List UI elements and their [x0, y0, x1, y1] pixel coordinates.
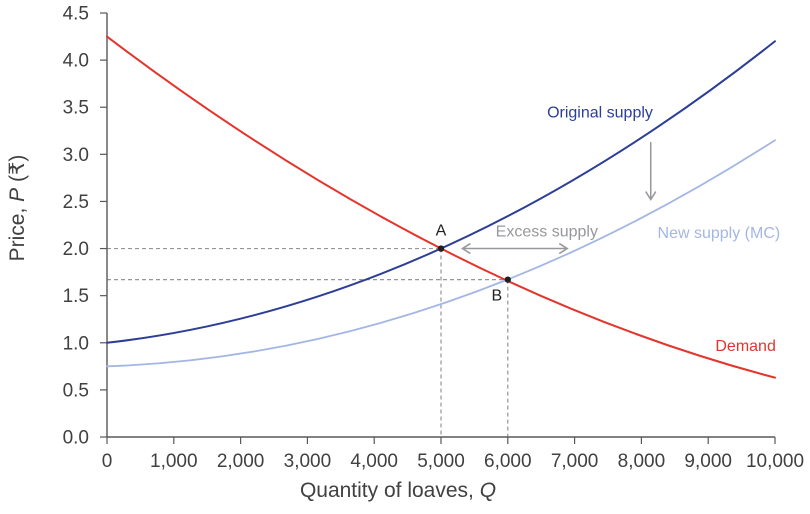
x-tick-label: 5,000: [417, 451, 465, 472]
x-tick-label: 8,000: [618, 451, 666, 472]
x-tick-label: 0: [102, 451, 113, 472]
y-tick-label: 3.5: [63, 98, 89, 119]
y-tick-label: 0.0: [63, 428, 89, 449]
excess-supply-left-arrowhead-icon: [460, 242, 471, 255]
x-tick-label: 7,000: [551, 451, 599, 472]
point-A: [437, 245, 445, 252]
y-tick-label: 4.0: [63, 51, 89, 72]
y-tick-label: 2.0: [63, 239, 89, 260]
new-supply-curve: [106, 139, 776, 368]
x-tick-label: 4,000: [350, 451, 398, 472]
x-tick-label: 3,000: [284, 451, 332, 472]
excess-supply-label: Excess supply: [496, 224, 598, 241]
demand-label: Demand: [715, 338, 775, 355]
x-tick-label: 2,000: [217, 451, 265, 472]
x-tick-label: 1,000: [150, 451, 198, 472]
y-axis-title: Price, P (₹): [6, 155, 29, 262]
annotations: Excess supply: [460, 142, 657, 255]
point-label-B: B: [491, 288, 502, 305]
x-tick-label: 10,000: [746, 451, 804, 472]
y-tick-label: 1.5: [63, 286, 89, 307]
guide-lines: [107, 247, 509, 437]
new-supply-label: New supply (MC): [658, 225, 781, 242]
excess-supply-right-arrowhead-icon: [558, 242, 569, 255]
point-label-A: A: [436, 223, 447, 240]
x-tick-label: 9,000: [684, 451, 732, 472]
original-supply-label: Original supply: [547, 104, 653, 121]
supply-shift-arrowhead-icon: [645, 191, 657, 201]
y-tick-label: 4.5: [63, 4, 89, 25]
original-supply-curve: [106, 40, 776, 344]
y-tick-label: 2.5: [63, 192, 89, 213]
y-tick-label: 0.5: [63, 380, 89, 401]
y-tick-label: 3.0: [63, 145, 89, 166]
axes: 0 1,000 2,000 3,000 4,000 5,000 6,000 7,000 8,00…: [6, 4, 804, 503]
curves: Demand Original supply New supply (MC): [106, 35, 781, 379]
equilibrium-points: AB: [436, 223, 511, 305]
y-tick-label: 1.0: [63, 333, 89, 354]
x-axis-title: Quantity of loaves, Q: [300, 479, 496, 502]
x-tick-label: 6,000: [484, 451, 532, 472]
point-B: [504, 276, 511, 283]
